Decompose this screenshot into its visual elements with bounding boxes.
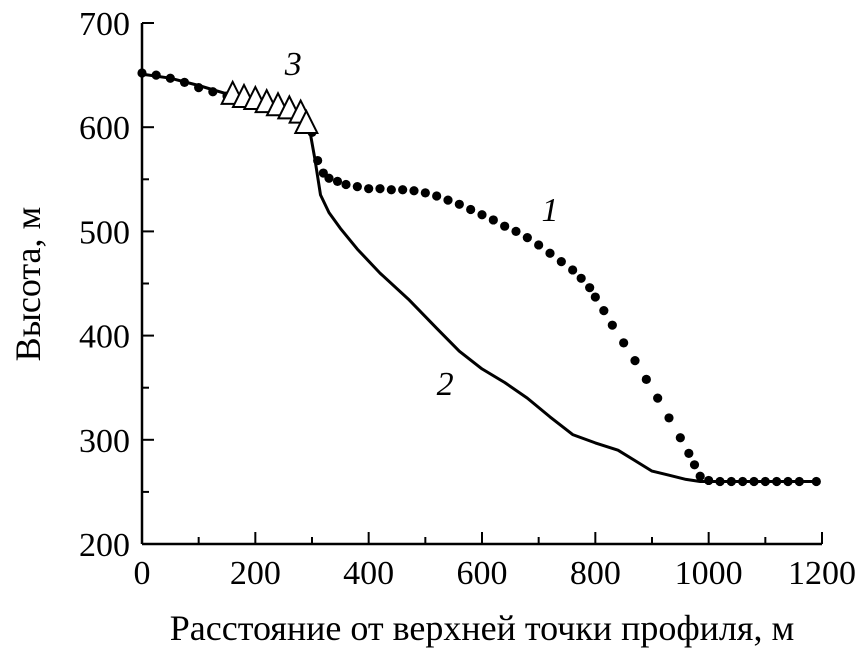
series-1-point	[454, 199, 464, 209]
x-tick-label: 1000	[675, 555, 743, 592]
x-tick-label: 600	[457, 555, 508, 592]
series-1-point	[556, 257, 566, 267]
series-1-point	[443, 195, 453, 205]
series-1-point	[534, 240, 544, 250]
x-tick-label: 400	[343, 555, 394, 592]
series-1-point	[585, 283, 595, 293]
x-tick-label: 800	[570, 555, 621, 592]
series-1-point	[689, 460, 700, 470]
series-1-point	[630, 356, 640, 366]
y-tick-label: 600	[79, 110, 130, 147]
series-1-point	[500, 221, 510, 231]
series-1-point	[420, 188, 430, 198]
x-axis: 0 200 400 600 800 1000 1200	[134, 532, 856, 592]
series-annotation: 2	[437, 366, 454, 403]
series-layer	[137, 68, 821, 487]
series-1-point	[653, 393, 663, 403]
series-1-point	[522, 233, 532, 243]
x-axis-label: Расстояние от верхней точки профиля, м	[170, 608, 794, 648]
series-1-point	[386, 185, 396, 195]
y-axis: 200 300 400 500 600 700	[79, 6, 154, 564]
series-2-line	[141, 72, 817, 483]
series-1-point	[619, 338, 629, 348]
series-1-point	[324, 173, 334, 183]
series-1-point	[511, 226, 521, 236]
series-annotation: 1	[542, 192, 559, 229]
series-1-point	[332, 176, 343, 186]
series-1-point	[576, 273, 586, 283]
x-tick-label: 1200	[788, 555, 856, 592]
series-1-point	[675, 433, 685, 443]
series-1-point	[599, 305, 609, 316]
series-annotation: 3	[284, 46, 302, 83]
series-1-point	[432, 191, 442, 201]
series-1-point	[568, 265, 578, 275]
series-3-marker	[293, 108, 319, 134]
series-1-point	[695, 471, 705, 481]
series-1-point	[466, 204, 476, 215]
series-1-point	[137, 68, 147, 78]
x-tick-label: 200	[230, 555, 281, 592]
series-1-point	[398, 185, 408, 195]
series-1-point	[664, 413, 674, 423]
series-1-point	[488, 215, 498, 225]
series-1-point	[590, 292, 600, 302]
y-tick-label: 700	[79, 6, 130, 43]
series-1-point	[409, 186, 419, 196]
series-1-point	[607, 320, 617, 330]
annotation-layer: 1 2 3	[284, 46, 559, 403]
series-1-point	[375, 184, 385, 194]
series-1-point	[811, 476, 821, 487]
y-axis-label: Высота, м	[8, 207, 48, 362]
series-1-point	[364, 184, 374, 194]
series-1-point	[352, 181, 362, 192]
series-1-point	[545, 248, 555, 258]
series-1-point	[641, 374, 651, 384]
y-tick-label: 300	[79, 423, 130, 460]
series-1-point	[477, 210, 487, 220]
y-tick-label: 400	[79, 319, 130, 356]
y-tick-label: 500	[79, 214, 130, 251]
y-tick-label: 200	[79, 527, 130, 564]
series-1-point	[341, 179, 351, 190]
x-tick-label: 0	[134, 555, 151, 592]
series-1-point	[684, 448, 694, 458]
